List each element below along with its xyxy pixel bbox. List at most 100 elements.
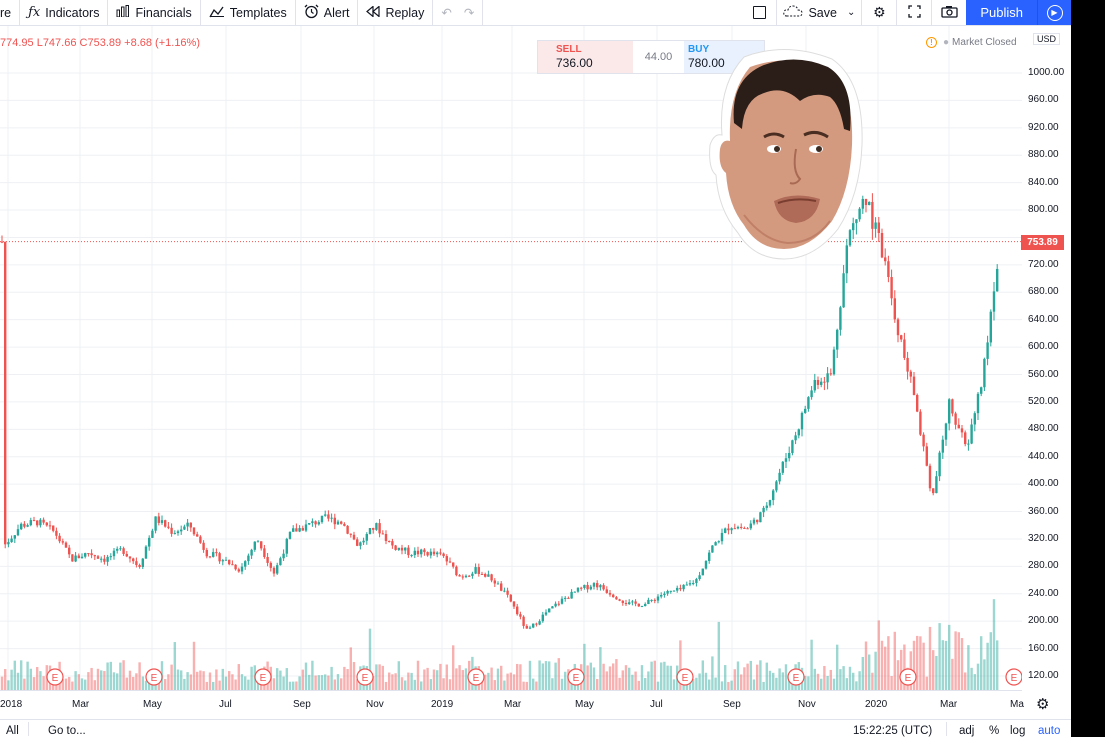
candle-body [176,531,180,534]
candle-body [23,523,26,527]
time-tick-label: May [143,699,162,710]
earnings-marker[interactable]: E [46,668,64,686]
financials-button[interactable]: Financials [108,0,201,25]
range-all-button[interactable]: All [6,725,19,737]
volume-bar [144,680,148,690]
volume-bar [96,668,100,690]
candle-body [976,393,980,414]
candle-body [346,525,349,534]
settings-button[interactable]: ⚙ [861,0,896,25]
toolbar-partial-item[interactable]: re [0,0,21,25]
volume-bar [704,672,708,690]
time-axis[interactable]: 2018 Mar May Jul Sep Nov 2019 Mar May Jul Sep Nov 20… [0,690,1024,719]
earnings-marker[interactable]: E [254,668,272,686]
volume-bar [752,679,756,690]
fullscreen-button[interactable] [896,0,931,25]
candle-body [388,540,391,542]
price-tick-label: 800.00 [1028,204,1059,216]
currency-label[interactable]: USD [1033,33,1061,45]
earnings-marker[interactable]: E [467,668,485,686]
layout-button[interactable] [742,0,776,25]
candle-body [701,568,704,576]
candle-body [628,602,631,605]
earnings-marker[interactable]: E [1005,668,1022,686]
volume-bar [813,668,816,690]
volume-bar [960,638,964,690]
svg-text:E: E [260,673,267,684]
redo-icon[interactable]: ↷ [463,6,475,20]
candle-body [480,573,484,575]
candle-body [823,381,826,383]
time-tick-label: Jul [650,699,663,710]
volume-bar [989,632,992,690]
warning-icon[interactable]: ! [926,37,937,48]
volume-bar [455,668,458,690]
volume-bar [106,662,109,690]
earnings-marker[interactable]: E [899,668,917,686]
volume-bar [605,671,608,690]
candle-body [295,528,298,532]
volume-bar [932,650,935,690]
publish-button[interactable]: Publish [966,0,1037,25]
earnings-marker[interactable]: E [567,668,585,686]
volume-bar [871,672,874,690]
volume-bar [295,681,298,690]
volume-bar [480,679,484,690]
undo-icon[interactable]: ↶ [441,6,452,20]
candle-body [365,533,368,541]
candle-body [196,534,199,537]
volume-bar [116,673,119,690]
candle-body [778,472,781,482]
volume-bar [4,669,7,690]
volume-bar [925,676,928,690]
candle-body [420,549,423,555]
volume-bar [292,681,295,690]
publish-play-button[interactable]: ▶ [1037,0,1071,25]
candle-body [810,390,813,398]
candle-body [42,519,45,523]
candle-body [544,612,548,615]
earnings-marker[interactable]: E [787,668,805,686]
sell-button[interactable]: SELL 736.00 [538,41,633,73]
volume-bar [333,679,336,690]
goto-button[interactable]: Go to... [48,725,86,737]
volume-bar [439,663,442,690]
earnings-marker[interactable]: E [145,668,163,686]
auto-toggle[interactable]: auto [1038,725,1061,737]
adj-toggle[interactable]: adj [959,725,975,737]
candle-body [29,520,32,526]
replay-button[interactable]: Replay [358,0,434,25]
volume-bar [237,664,240,690]
candle-body [448,561,452,563]
price-tick-label: 920.00 [1028,121,1059,133]
candle-body [336,521,340,525]
snapshot-button[interactable] [931,0,966,25]
price-tick-label: 720.00 [1028,258,1059,270]
earnings-marker[interactable]: E [356,668,374,686]
candle-body [109,556,112,558]
candle-body [896,319,900,336]
earnings-marker[interactable]: E [676,668,694,686]
alert-button[interactable]: Alert [296,0,359,25]
volume-bar [394,673,397,690]
price-tick-label: 480.00 [1028,423,1059,435]
chevron-down-icon[interactable]: ⌄ [846,7,856,18]
spread-value: 44.00 [644,51,673,63]
volume-bar [688,681,692,690]
volume-bar [247,679,250,690]
volume-bar [522,681,525,690]
save-button[interactable]: Save ⌄ [776,0,861,25]
volume-bar [714,677,717,690]
volume-bar [100,670,103,690]
volume-bar [980,636,983,690]
volume-bar [778,668,781,690]
volume-bar [381,665,384,690]
log-toggle[interactable]: log [1010,725,1026,737]
indicators-button[interactable]: ƒx Indicators [20,0,109,25]
templates-button[interactable]: Templates [201,0,296,25]
candle-body [900,335,903,340]
volume-bar [186,672,189,690]
axis-settings-gear-icon[interactable]: ⚙ [1036,696,1050,713]
percent-toggle[interactable]: % [989,725,1000,737]
